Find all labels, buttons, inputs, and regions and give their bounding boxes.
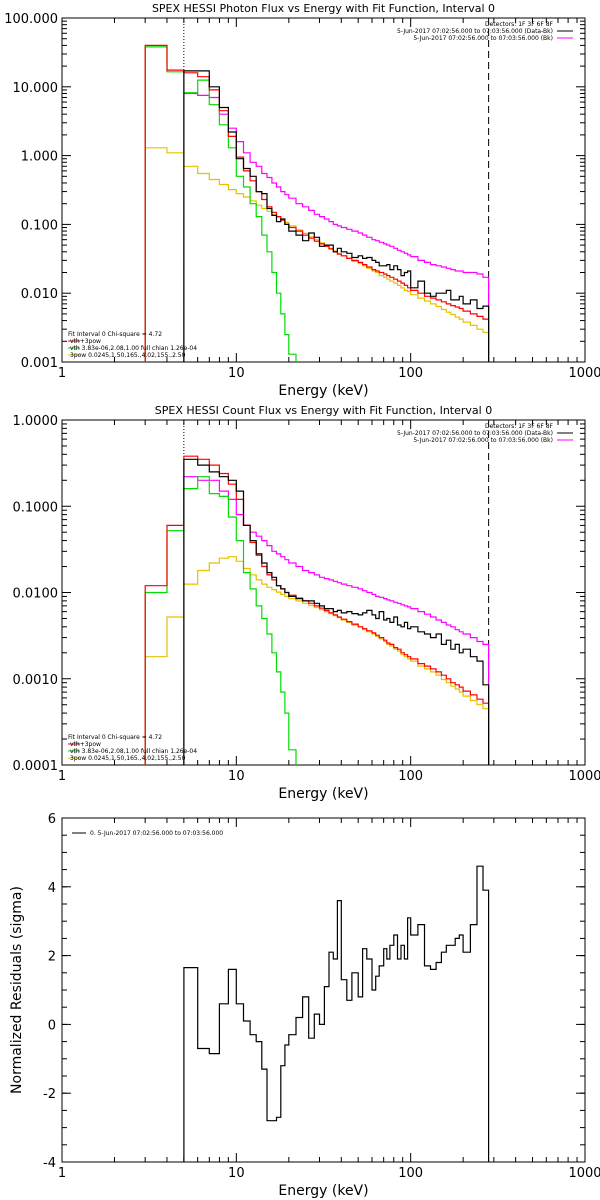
chart-title: SPEX HESSI Count Flux vs Energy with Fit… bbox=[155, 404, 492, 417]
x-tick-label: 1 bbox=[58, 1166, 66, 1181]
legend-top-entry: 5-Jun-2017 07:02:56.000 to 07:03:56.000 … bbox=[397, 28, 553, 35]
series-3pow-histogram bbox=[144, 147, 490, 362]
series-background-histogram bbox=[183, 92, 490, 362]
y-tick-label: 0.0100 bbox=[13, 587, 59, 602]
legend-bottom-entry: Fit Interval 0 Chi-square = 4.72 bbox=[68, 331, 162, 338]
panel-3: 1 10 100 1000 -4 -2 0 2 4 6 Energy (keV) Normalized… bbox=[9, 812, 600, 1199]
panel-1: SPEX HESSI Photon Flux vs Energy with Fi… bbox=[4, 2, 600, 399]
y-tick-label: 0.100 bbox=[21, 218, 58, 233]
y-tick-label: 0 bbox=[48, 1018, 56, 1033]
legend-top-entry: 5-Jun-2017 07:02:56.000 to 07:03:56.000 … bbox=[413, 437, 553, 444]
plot-frame bbox=[61, 817, 586, 1163]
y-tick-label: 1.0000 bbox=[13, 414, 59, 429]
series-vth-histogram bbox=[144, 476, 297, 765]
x-tick-label: 1000 bbox=[568, 366, 600, 381]
x-axis-label: Energy (keV) bbox=[278, 786, 368, 802]
y-tick-label: 0.0001 bbox=[13, 759, 59, 774]
series-total-histogram bbox=[144, 455, 490, 765]
series-data-histogram bbox=[183, 458, 490, 765]
chart-title: SPEX HESSI Photon Flux vs Energy with Fi… bbox=[152, 2, 495, 15]
x-axis-label: Energy (keV) bbox=[278, 383, 368, 399]
legend-top-entry: 5-Jun-2017 07:02:56.000 to 07:03:56.000 … bbox=[397, 430, 553, 437]
legend-entry: 0. 5-Jun-2017 07:02:56.000 to 07:03:56.0… bbox=[90, 830, 223, 837]
y-tick-label: 0.0010 bbox=[13, 673, 59, 688]
legend-top-entry: Detectors: 1F 3F 6F 8F bbox=[485, 21, 554, 28]
x-tick-label: 1000 bbox=[568, 1166, 600, 1181]
y-tick-label: -4 bbox=[43, 1156, 56, 1171]
legend-bottom-entry: vth+3pow bbox=[70, 338, 101, 345]
y-tick-label: 6 bbox=[48, 812, 56, 827]
legend-bottom-entry: vth 3.83e-06,2.08,1.00 full chian 1.26e-… bbox=[70, 345, 197, 352]
series-vth-histogram bbox=[144, 46, 297, 362]
series-background-histogram bbox=[183, 476, 490, 765]
legend-bottom-entry: Fit Interval 0 Chi-square = 4.72 bbox=[68, 734, 162, 741]
y-axis-label: Normalized Residuals (sigma) bbox=[9, 886, 25, 1094]
series-total-histogram bbox=[144, 44, 490, 362]
y-tick-label: 0.001 bbox=[21, 356, 58, 371]
plot-frame bbox=[61, 17, 586, 363]
y-tick-label: 0.1000 bbox=[13, 500, 59, 515]
x-tick-label: 1 bbox=[58, 769, 66, 784]
legend-bottom-entry: 3pow 0.0245,1.50,165.,4.02,155.,2.50 bbox=[70, 352, 186, 359]
legend-bottom-entry: vth+3pow bbox=[70, 741, 101, 748]
y-tick-label: 1.000 bbox=[21, 150, 58, 165]
x-tick-label: 100 bbox=[398, 769, 423, 784]
y-tick-label: 100.000 bbox=[4, 12, 58, 27]
x-tick-label: 10 bbox=[228, 1166, 245, 1181]
y-tick-label: 4 bbox=[48, 881, 56, 896]
x-tick-label: 10 bbox=[228, 769, 245, 784]
panel-2: SPEX HESSI Count Flux vs Energy with Fit… bbox=[13, 404, 600, 802]
series-data-histogram bbox=[183, 70, 490, 362]
x-tick-label: 1 bbox=[58, 366, 66, 381]
x-tick-label: 1000 bbox=[568, 769, 600, 784]
x-axis-label: Energy (keV) bbox=[278, 1183, 368, 1199]
plot-frame bbox=[61, 419, 586, 766]
y-tick-label: 2 bbox=[48, 950, 56, 965]
x-tick-label: 100 bbox=[398, 366, 423, 381]
y-tick-label: -2 bbox=[43, 1087, 56, 1102]
y-tick-label: 10.000 bbox=[13, 81, 59, 96]
legend-bottom-entry: vth 3.83e-06,2.08,1.00 full chian 1.26e-… bbox=[70, 748, 197, 755]
legend-top-entry: Detectors: 1F 3F 6F 8F bbox=[485, 423, 554, 430]
x-tick-label: 10 bbox=[228, 366, 245, 381]
x-tick-label: 100 bbox=[398, 1166, 423, 1181]
y-tick-label: 0.010 bbox=[21, 287, 58, 302]
series-3pow-histogram bbox=[144, 556, 490, 765]
series-data-histogram bbox=[183, 865, 490, 1162]
legend-bottom-entry: 3pow 0.0245,1.50,165.,4.02,155.,2.50 bbox=[70, 755, 186, 762]
legend-top-entry: 5-Jun-2017 07:02:56.000 to 07:03:56.000 … bbox=[413, 35, 553, 42]
